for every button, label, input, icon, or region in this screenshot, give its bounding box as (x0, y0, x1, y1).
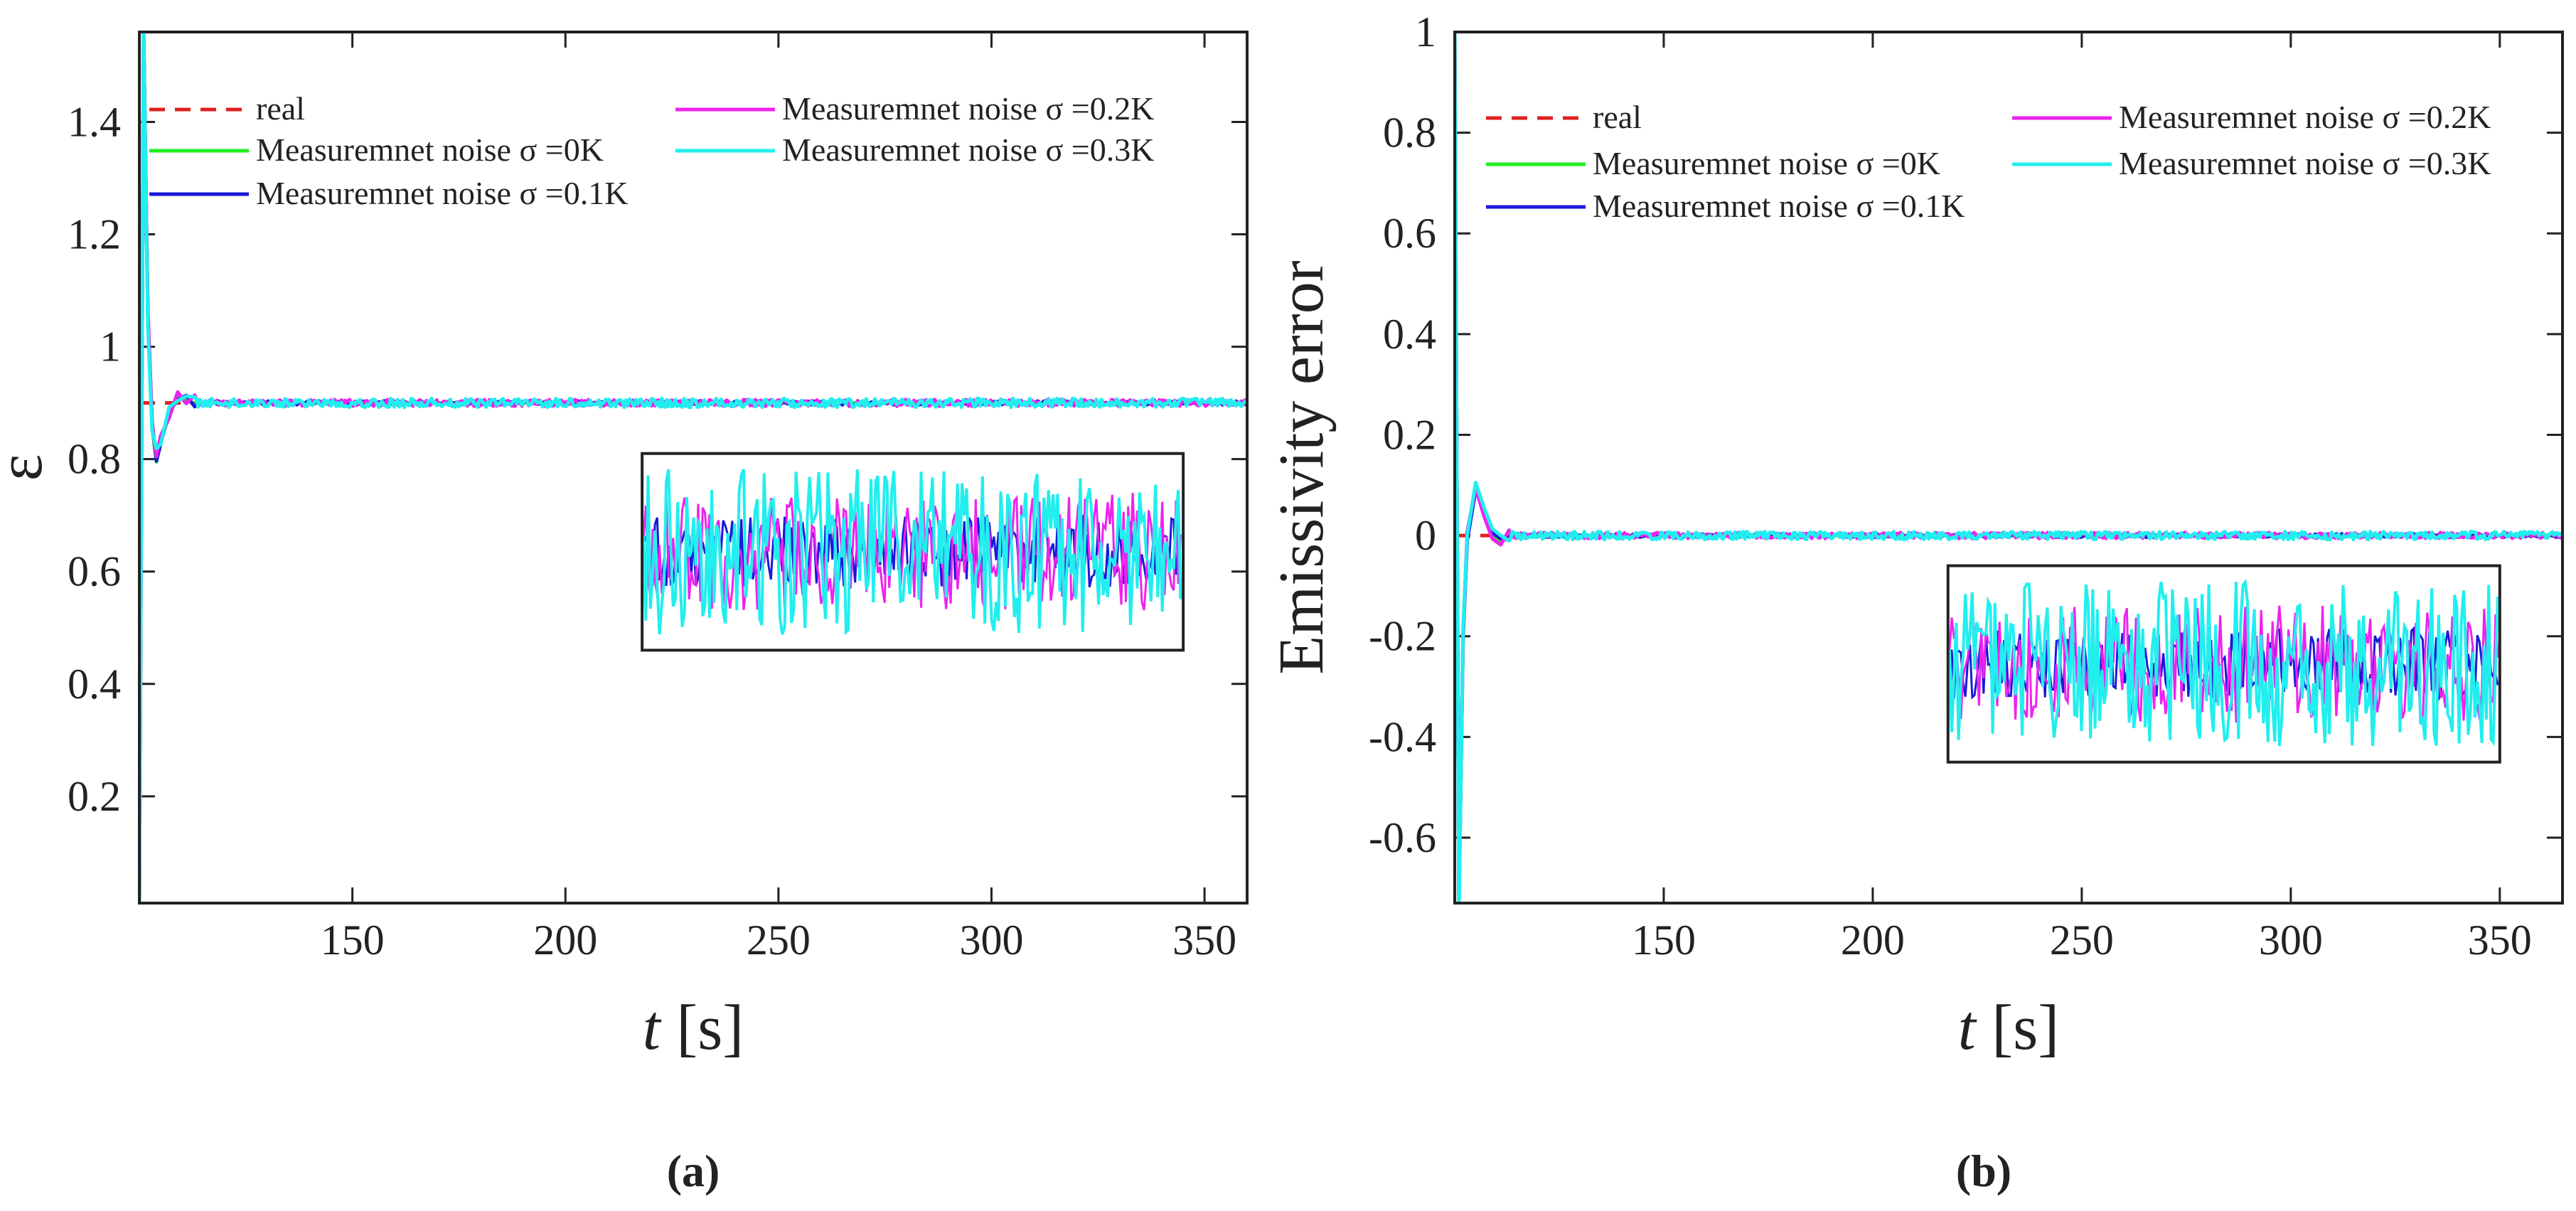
y-tick-label: 0 (1415, 512, 1436, 559)
series-line-4 (139, 32, 1247, 903)
x-axis-unit: [s] (661, 993, 744, 1063)
y-axis-label: ε (0, 454, 55, 481)
y-tick-label: 0.2 (68, 773, 121, 820)
series-line-4 (1455, 33, 2562, 903)
x-tick-label: 150 (1632, 917, 1696, 964)
x-axis-variable: t (1958, 993, 1977, 1063)
legend-item: Measuremnet noise σ =0.1K (1486, 188, 1965, 224)
legend-item: Measuremnet noise σ =0K (149, 132, 604, 168)
y-tick-label: 0.6 (1383, 210, 1436, 257)
y-tick-label: 0.8 (1383, 110, 1436, 156)
y-tick-label: 1 (100, 324, 121, 370)
legend-item: Measuremnet noise σ =0.3K (2012, 145, 2491, 181)
y-axis-label: Emissivity error (1266, 260, 1337, 674)
legend-label: real (1593, 99, 1642, 135)
y-tick-label: 1.2 (68, 211, 121, 258)
legend-label: real (256, 90, 305, 127)
legend-label: Measuremnet noise σ =0.3K (782, 132, 1154, 168)
series-group (1455, 33, 2562, 903)
y-tick-label: 0.4 (1383, 311, 1436, 358)
x-axis-label: t [s] (1958, 993, 2059, 1063)
x-tick-label: 250 (2050, 917, 2114, 964)
series-group (139, 32, 1247, 903)
legend-label: Measuremnet noise σ =0K (256, 132, 604, 168)
x-tick-label: 200 (533, 917, 597, 964)
chart-panel-b: 150 200 250 300 350 -0.6 -0.4 -0.2 0 0.2 0.4 0.6 0.8… (1266, 9, 2564, 1196)
x-tick-label: 300 (2259, 917, 2323, 964)
x-tick-label: 350 (2468, 917, 2532, 964)
x-tick-label: 200 (1841, 917, 1905, 964)
legend-item: real (1486, 99, 1642, 135)
legend-label: Measuremnet noise σ =0.1K (1593, 188, 1965, 224)
x-tick-label: 250 (747, 917, 811, 964)
y-tick-label: 0.4 (68, 661, 121, 708)
legend-item: Measuremnet noise σ =0.3K (675, 132, 1154, 168)
legend-item: real (149, 90, 305, 127)
y-tick-label: -0.4 (1369, 713, 1436, 760)
legend-item: Measuremnet noise σ =0.2K (2012, 99, 2491, 135)
legend-item: Measuremnet noise σ =0.2K (675, 90, 1154, 127)
legend-label: Measuremnet noise σ =0.2K (2119, 99, 2491, 135)
x-axis-unit: [s] (1976, 993, 2059, 1063)
legend-label: Measuremnet noise σ =0.3K (2119, 145, 2491, 181)
y-tick-label: -0.6 (1369, 814, 1436, 861)
axes-frame (138, 31, 1249, 905)
x-axis-label: t [s] (643, 993, 744, 1063)
y-tick-label: 0.8 (68, 436, 121, 483)
inset-series-line-2 (643, 469, 1182, 636)
x-tick-label: 150 (321, 917, 385, 964)
panel-caption: (a) (667, 1146, 720, 1196)
legend-label: Measuremnet noise σ =0.1K (256, 175, 628, 211)
x-tick-label: 300 (959, 917, 1023, 964)
legend-item: Measuremnet noise σ =0.1K (149, 175, 628, 211)
chart-panel-a: 150 200 250 300 350 0.2 0.4 0.6 0.8 1 1.2 1.4 real Me… (0, 31, 1249, 1196)
axes-frame (1453, 31, 2564, 905)
y-tick-label: 0.2 (1383, 411, 1436, 458)
x-tick-label: 350 (1172, 917, 1236, 964)
inset-series (1949, 578, 2498, 747)
panel-caption: (b) (1956, 1146, 2011, 1196)
legend-label: Measuremnet noise σ =0K (1593, 145, 1940, 181)
x-axis-variable: t (643, 993, 662, 1063)
inset-series (643, 469, 1182, 636)
y-tick-label: 1.4 (68, 98, 121, 145)
legend-item: Measuremnet noise σ =0K (1486, 145, 1940, 181)
y-tick-label: -0.2 (1369, 613, 1436, 660)
inset-series-line-2 (1949, 578, 2498, 747)
y-tick-label: 0.6 (68, 548, 121, 595)
y-tick-label: 1 (1415, 9, 1436, 55)
legend-label: Measuremnet noise σ =0.2K (782, 90, 1154, 127)
